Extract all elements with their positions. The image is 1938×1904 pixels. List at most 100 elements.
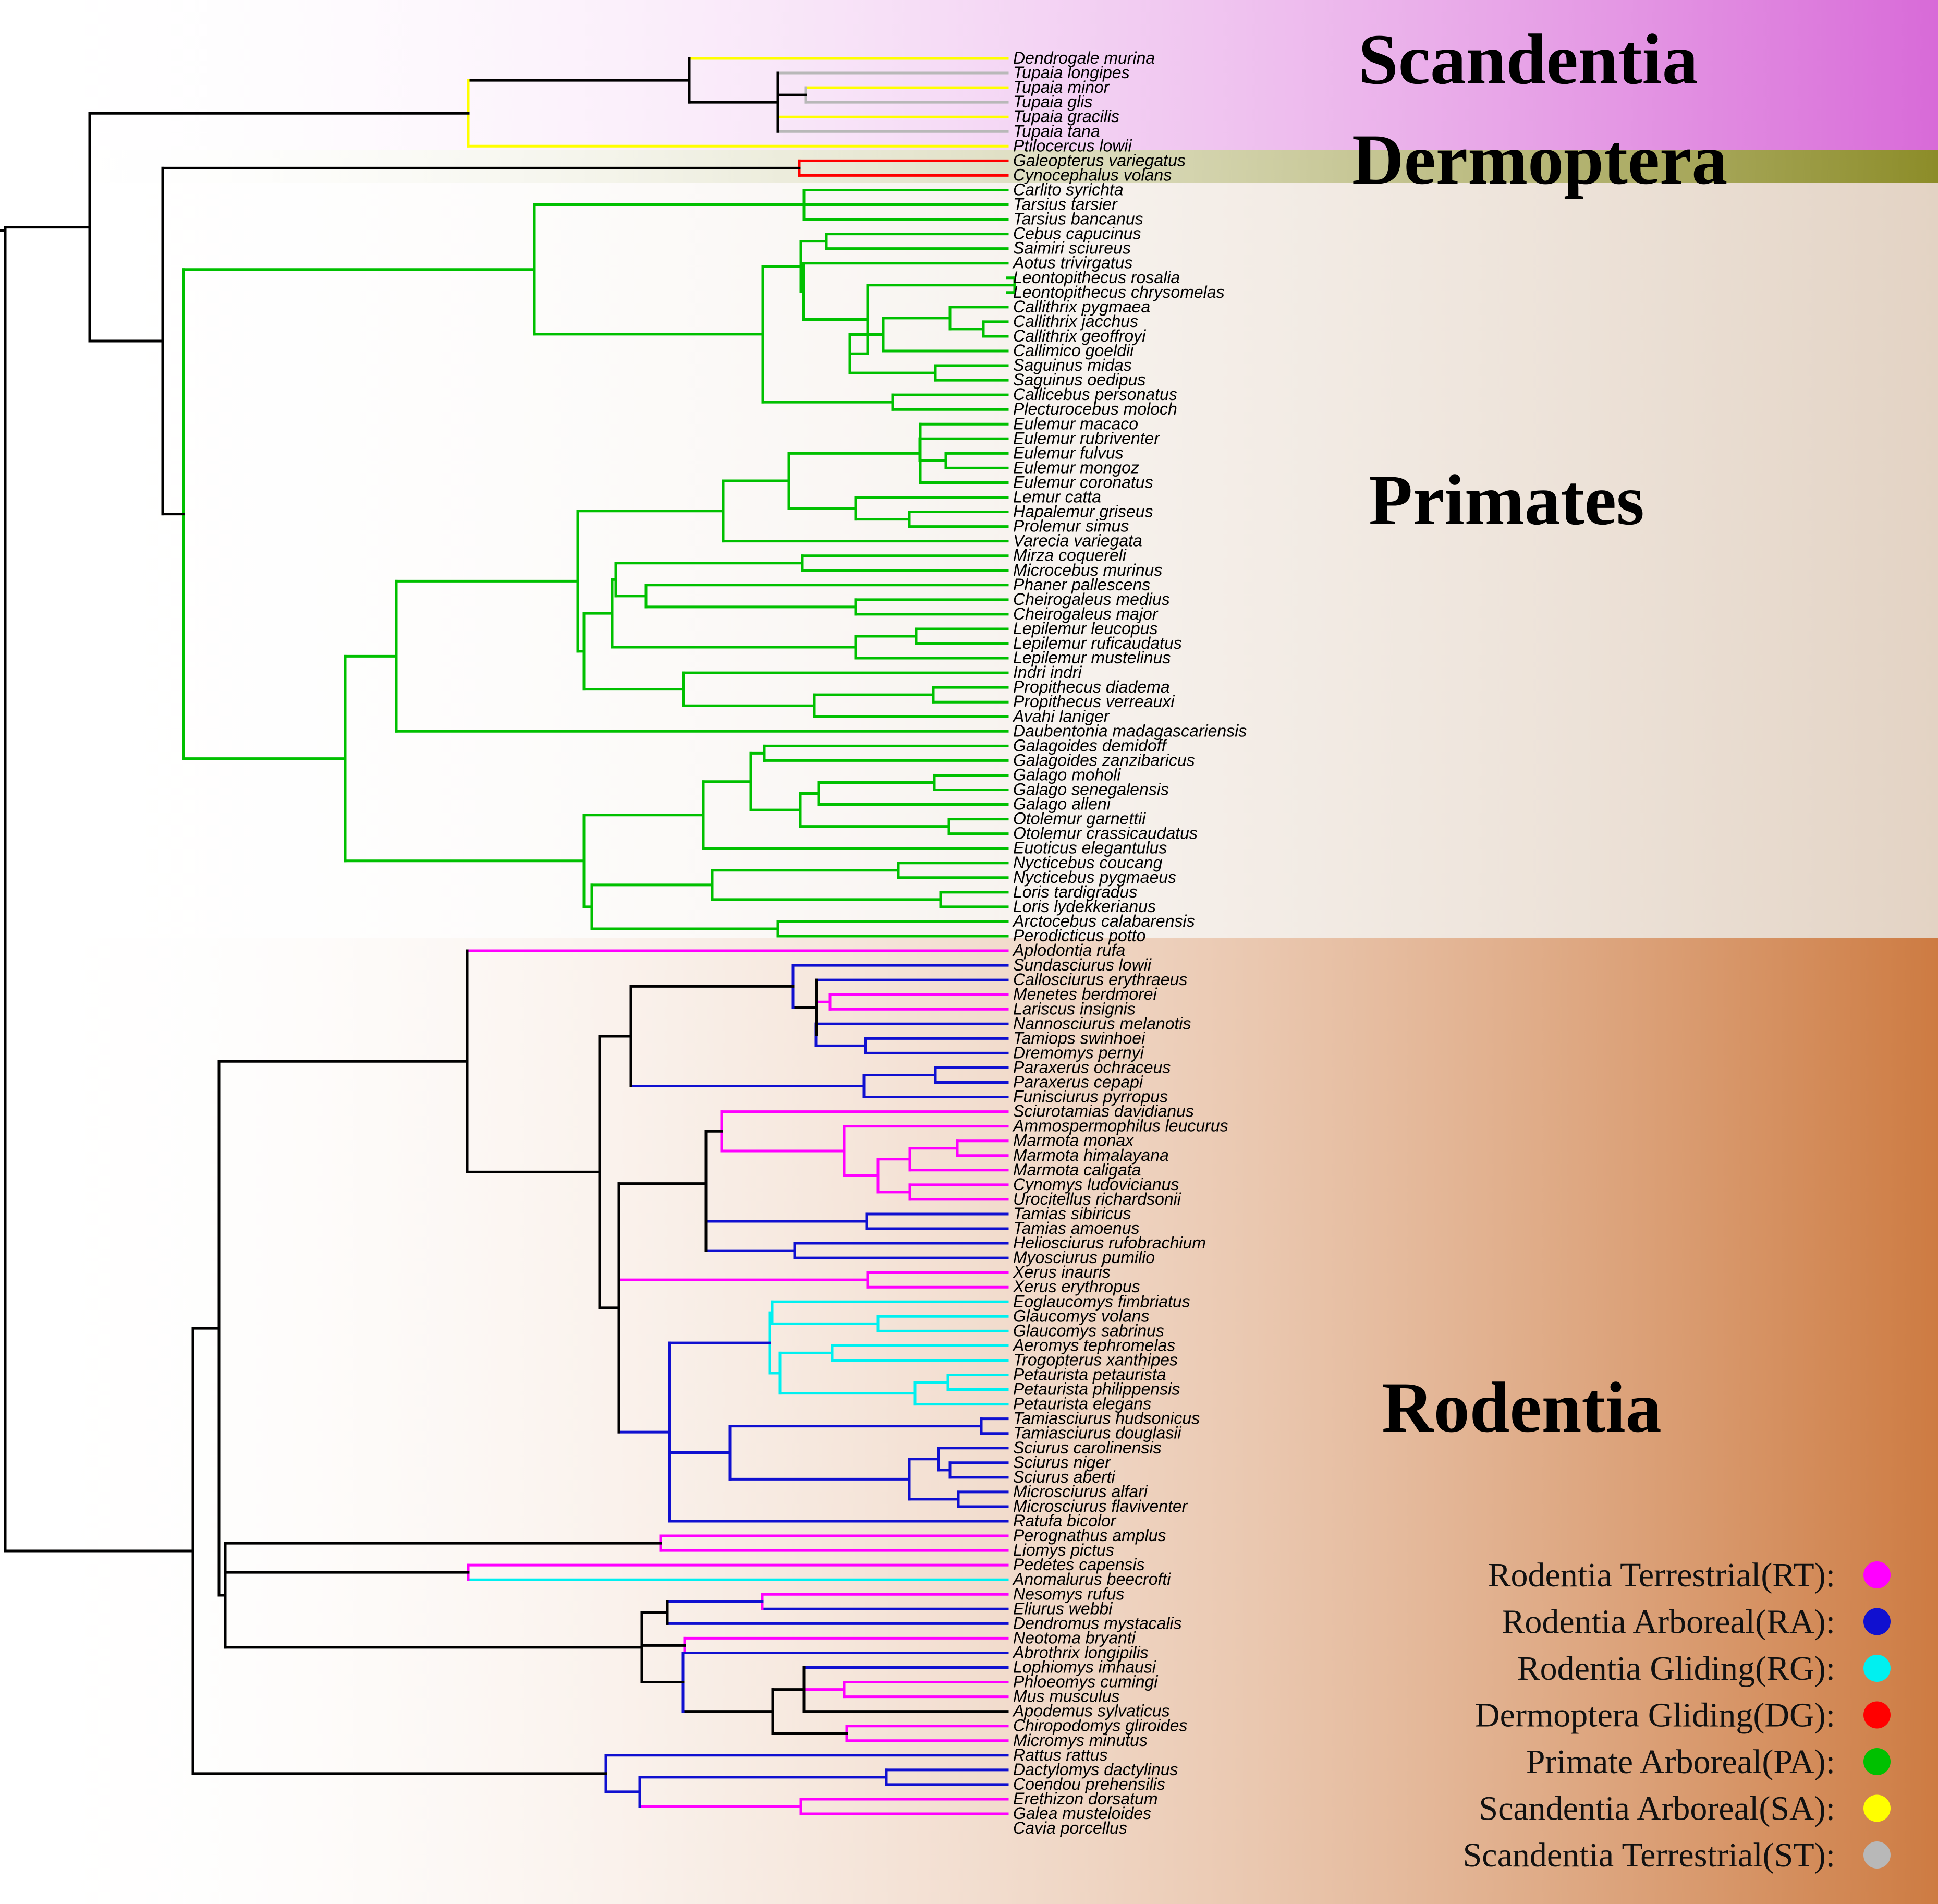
taxon-label: Microcebus murinus [1013,561,1162,579]
taxon-label: Dactylomys dactylinus [1013,1760,1178,1779]
taxon-label: Sciurus carolinensis [1013,1438,1162,1457]
habitat-legend: Rodentia Terrestrial(RT): Rodentia Arbore… [1463,1556,1891,1874]
taxon-label: Marmota caligata [1013,1160,1141,1179]
taxon-label: Callicebus personatus [1013,385,1177,404]
taxon-label: Eulemur coronatus [1013,472,1153,491]
taxon-label: Anomalurus beecrofti [1012,1570,1171,1588]
taxon-label: Pedetes capensis [1013,1555,1145,1574]
taxon-label: Tamias amoenus [1013,1219,1140,1238]
taxon-label: Cynomys ludovicianus [1013,1175,1179,1194]
taxon-label: Petaurista petaurista [1013,1365,1166,1384]
taxon-label: Phloeomys cumingi [1013,1672,1158,1691]
taxon-label: Apodemus sylvaticus [1012,1702,1170,1720]
taxon-label: Plecturocebus moloch [1013,399,1177,418]
legend-label: Scandentia Terrestrial(ST): [1463,1836,1835,1874]
taxon-label: Nycticebus coucang [1013,853,1163,872]
taxon-label: Eoglaucomys fimbriatus [1013,1292,1190,1311]
taxon-label: Dendrogale murina [1013,48,1155,67]
taxon-label: Leontopithecus chrysomelas [1013,283,1225,301]
taxon-label: Galea musteloides [1013,1804,1151,1823]
taxon-label: Nesomys rufus [1013,1584,1124,1603]
taxon-label: Funisciurus pyrropus [1013,1087,1168,1106]
legend-swatch [1863,1748,1891,1775]
taxon-label: Lophiomys imhausi [1013,1658,1156,1677]
taxon-label: Saguinus midas [1013,356,1132,374]
taxon-label: Lariscus insignis [1013,999,1136,1018]
legend-swatch [1863,1701,1891,1729]
taxon-label: Callithrix geoffroyi [1013,326,1146,345]
taxon-label: Sundasciurus lowii [1013,955,1152,974]
taxon-label: Eulemur fulvus [1013,443,1124,462]
taxon-label: Tupaia glis [1013,92,1092,111]
taxon-label: Petaurista philippensis [1013,1380,1180,1399]
taxon-label: Arctocebus calabarensis [1012,912,1195,930]
taxon-label: Erethizon dorsatum [1013,1789,1157,1808]
taxon-label: Sciurus niger [1013,1453,1111,1472]
taxon-label: Sciurus aberti [1013,1468,1116,1486]
taxon-label: Galago alleni [1013,795,1111,814]
taxon-label: Callimico goeldii [1013,341,1134,360]
taxon-label: Otolemur garnettii [1013,809,1146,828]
taxon-label: Cavia porcellus [1013,1818,1127,1837]
taxon-label: Perodicticus potto [1013,926,1145,945]
legend-label: Scandentia Arboreal(SA): [1479,1790,1835,1828]
taxon-label: Leontopithecus rosalia [1013,268,1180,287]
legend-swatch [1863,1608,1891,1635]
taxon-label: Lemur catta [1013,488,1101,506]
taxon-label: Cheirogaleus major [1013,604,1159,623]
taxon-label: Galagoides zanzibaricus [1013,750,1195,769]
taxon-label: Callithrix pygmaea [1013,297,1150,316]
taxon-label: Myosciurus pumilio [1013,1248,1155,1267]
taxon-label: Hapalemur griseus [1013,502,1153,521]
taxon-label: Eulemur mongoz [1013,458,1139,477]
taxon-label: Saguinus oedipus [1013,370,1145,389]
taxon-label: Marmota monax [1013,1131,1134,1150]
legend-label: Rodentia Arboreal(RA): [1502,1603,1835,1641]
taxon-label: Galagoides demidoff [1013,736,1168,755]
taxon-label: Neotoma bryanti [1013,1628,1136,1647]
dermoptera-band [0,150,1938,183]
taxon-label: Indri indri [1013,663,1082,682]
taxon-label: Lepilemur mustelinus [1013,648,1171,667]
rodentia-band [0,938,1938,1904]
group-label-primates: Primates [1369,460,1644,540]
taxon-label: Eulemur macaco [1013,414,1138,433]
legend-swatch [1863,1655,1891,1682]
taxon-label: Glaucomys volans [1013,1306,1149,1325]
legend-swatch [1863,1841,1891,1869]
group-label-dermoptera: Dermoptera [1352,119,1727,199]
taxon-label: Tamiops swinhoei [1013,1028,1145,1047]
taxon-label: Aeromys tephromelas [1012,1336,1175,1354]
taxon-label: Loris tardigradus [1013,882,1137,901]
taxon-label: Euoticus elegantulus [1013,839,1167,857]
taxon-label: Phaner pallescens [1013,575,1150,594]
taxon-label: Sciurotamias davidianus [1013,1102,1194,1121]
taxon-label: Mus musculus [1013,1687,1120,1706]
taxon-label: Nannosciurus melanotis [1013,1014,1191,1033]
taxon-label: Loris lydekkerianus [1013,897,1156,916]
group-label-rodentia: Rodentia [1382,1367,1662,1447]
taxon-label: Rattus rattus [1013,1745,1107,1764]
taxon-label: Coendou prehensilis [1013,1775,1165,1793]
legend-swatch [1863,1794,1891,1822]
taxon-label: Perognathus amplus [1013,1526,1166,1545]
tree-branches [0,57,1016,1815]
taxon-label: Tupaia gracilis [1013,107,1119,126]
taxon-label: Lepilemur ruficaudatus [1013,634,1182,652]
taxon-label: Micromys minutus [1013,1731,1148,1750]
taxon-label: Tamiasciurus douglasii [1013,1424,1181,1442]
taxon-label: Aplodontia rufa [1012,941,1125,960]
legend-swatch [1863,1561,1891,1588]
taxon-label: Galago senegalensis [1013,780,1169,799]
legend-label: Primate Arboreal(PA): [1526,1743,1835,1781]
taxon-label: Paraxerus cepapi [1013,1073,1143,1092]
group-label-scandentia: Scandentia [1358,19,1698,99]
taxon-label: Callithrix jacchus [1013,312,1138,331]
taxon-label: Cynocephalus volans [1013,165,1172,184]
taxon-label: Galeopterus variegatus [1013,151,1186,169]
taxon-label: Dremomys pernyi [1013,1043,1144,1062]
taxon-label: Propithecus diadema [1013,677,1170,696]
